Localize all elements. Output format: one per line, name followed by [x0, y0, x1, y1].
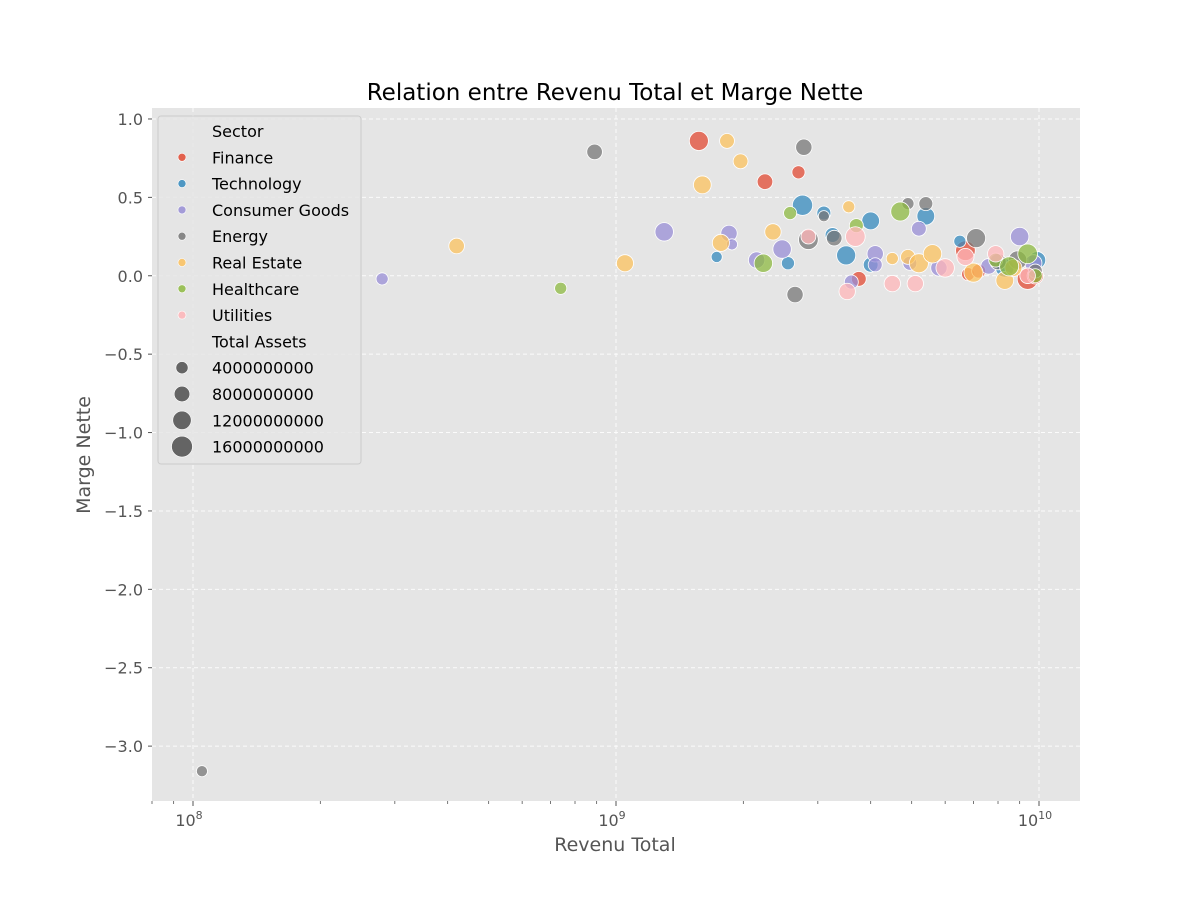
legend-color-marker: [177, 179, 187, 188]
legend-series-label: Consumer Goods: [212, 201, 349, 220]
data-point: [906, 275, 924, 293]
legend-size-marker: [175, 361, 189, 375]
legend-series-label: Healthcare: [212, 280, 299, 299]
legend-series-label: Energy: [212, 227, 268, 246]
data-point: [867, 257, 883, 273]
data-point: [786, 285, 804, 304]
data-point: [999, 256, 1020, 277]
legend-series-label: Utilities: [212, 306, 272, 325]
data-point: [935, 258, 955, 278]
legend-size-marker: [173, 385, 191, 403]
y-tick-label: −2.5: [104, 659, 143, 678]
data-point: [719, 133, 735, 149]
data-point: [795, 138, 813, 156]
data-point: [586, 143, 603, 161]
y-tick-label: 1.0: [118, 110, 143, 129]
data-point: [908, 253, 929, 274]
data-point: [753, 253, 773, 273]
data-point: [838, 282, 856, 301]
y-tick-label: 0.5: [118, 188, 143, 207]
legend-color-marker: [177, 310, 187, 320]
data-point: [756, 173, 774, 190]
data-point: [1010, 226, 1030, 247]
y-tick-label: −2.0: [104, 580, 143, 599]
data-point: [195, 765, 208, 778]
data-point: [791, 194, 814, 216]
data-point: [963, 262, 984, 283]
legend-size-marker: [171, 435, 193, 458]
y-axis-label: Marge Nette: [73, 396, 95, 514]
y-tick-label: −0.5: [104, 345, 143, 364]
data-point: [883, 275, 901, 293]
y-tick-label: −1.5: [104, 502, 143, 521]
data-point: [688, 130, 709, 151]
y-tick-label: −3.0: [104, 737, 143, 756]
data-points: [195, 130, 1047, 778]
data-point: [554, 281, 568, 295]
data-point: [956, 248, 975, 266]
data-point: [772, 239, 792, 259]
data-point: [842, 200, 856, 214]
legend-color-marker: [177, 231, 187, 241]
legend-color-marker: [177, 205, 187, 215]
legend-color-marker: [177, 258, 187, 267]
data-point: [375, 272, 389, 286]
data-point: [890, 201, 911, 222]
legend-size-label: 4000000000: [212, 359, 314, 378]
data-point: [845, 226, 866, 247]
data-point: [966, 228, 987, 249]
data-point: [922, 244, 943, 264]
data-point: [918, 196, 934, 212]
data-point: [616, 254, 634, 273]
legend-color-marker: [177, 284, 187, 294]
data-point: [654, 222, 674, 242]
chart-title: Relation entre Revenu Total et Marge Net…: [367, 80, 864, 106]
data-point: [1019, 267, 1036, 284]
data-point: [732, 153, 749, 170]
data-point: [791, 165, 806, 180]
data-point: [826, 229, 843, 247]
y-tick-label: −1.0: [104, 424, 143, 443]
legend-size-label: 12000000000: [212, 411, 324, 430]
legend-color-marker: [177, 153, 187, 162]
y-tick-label: 0.0: [118, 267, 143, 286]
data-point: [783, 206, 798, 221]
data-point: [987, 245, 1005, 263]
legend-series-label: Technology: [211, 175, 302, 194]
data-point: [448, 237, 465, 255]
data-point: [710, 250, 723, 263]
legend-size-marker: [172, 410, 192, 430]
data-point: [764, 223, 782, 241]
data-point: [836, 245, 857, 266]
data-point: [800, 228, 817, 245]
x-axis-label: Revenu Total: [554, 834, 675, 856]
data-point: [711, 233, 730, 252]
data-point: [693, 175, 712, 195]
data-point: [885, 252, 899, 265]
data-point: [1017, 243, 1038, 265]
legend-size-label: 8000000000: [212, 385, 314, 404]
data-point: [817, 210, 830, 223]
legend-hue-title: Sector: [212, 122, 264, 141]
legend-size-title: Total Assets: [211, 332, 307, 351]
legend-series-label: Real Estate: [212, 254, 302, 273]
data-point: [953, 234, 967, 248]
data-point: [911, 220, 927, 237]
data-point: [861, 211, 880, 231]
legend-box: [157, 115, 362, 465]
legend-size-label: 16000000000: [212, 438, 324, 457]
legend: Sector Finance Technology Consumer Goods Ene…: [157, 115, 362, 465]
legend-series-label: Finance: [212, 148, 273, 167]
